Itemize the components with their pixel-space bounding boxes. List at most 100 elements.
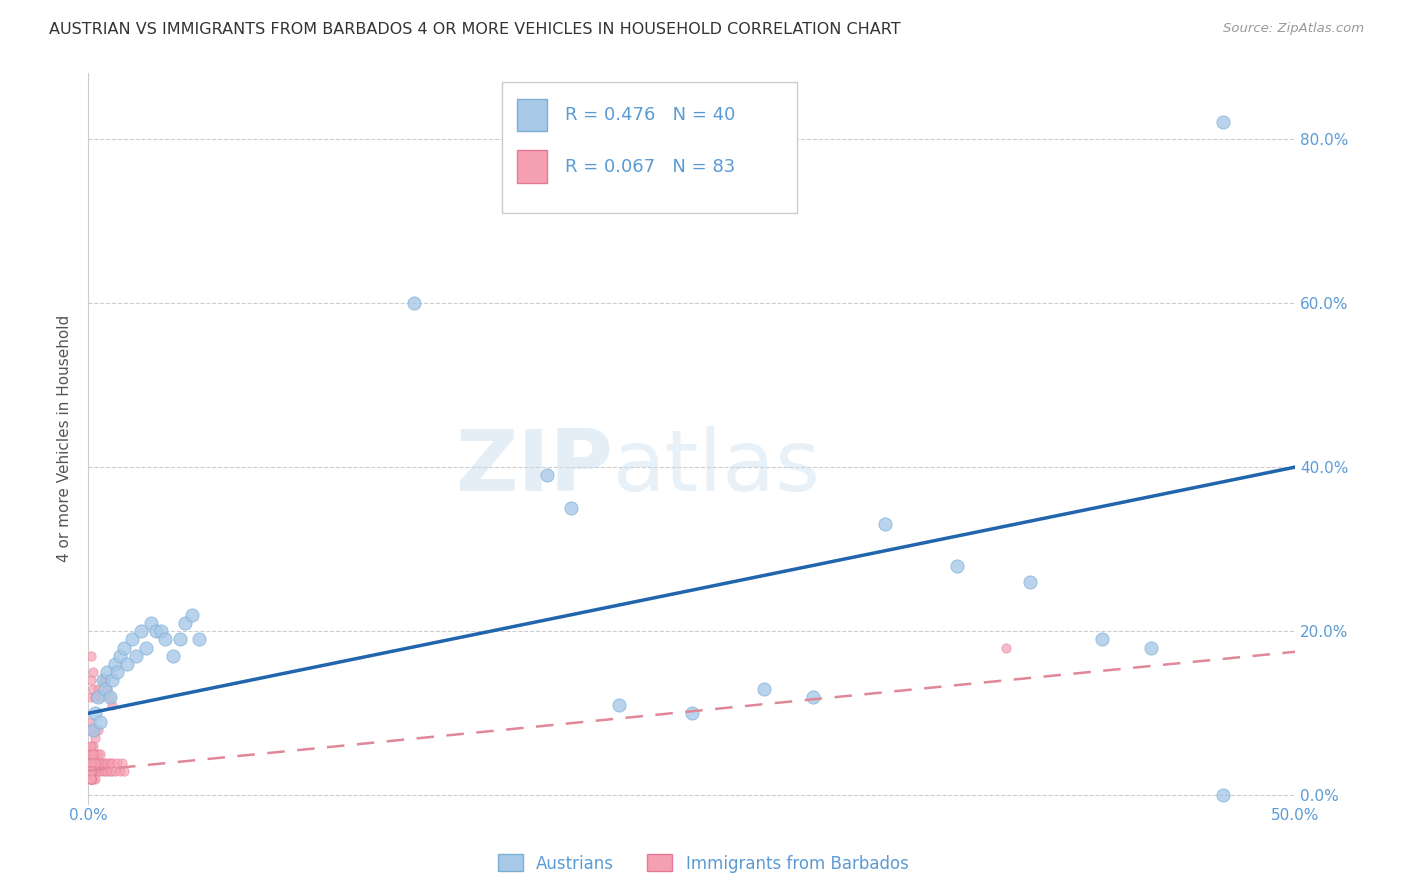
Point	[79, 772, 101, 786]
Point	[536, 468, 558, 483]
Point	[89, 714, 111, 729]
Point	[79, 772, 101, 786]
Text: AUSTRIAN VS IMMIGRANTS FROM BARBADOS 4 OR MORE VEHICLES IN HOUSEHOLD CORRELATION: AUSTRIAN VS IMMIGRANTS FROM BARBADOS 4 O…	[49, 22, 901, 37]
Point	[112, 640, 135, 655]
Point	[91, 764, 114, 778]
Point	[108, 764, 131, 778]
Point	[79, 764, 101, 778]
Point	[79, 756, 101, 770]
Point	[101, 764, 124, 778]
Point	[79, 747, 101, 762]
Point	[79, 764, 101, 778]
Point	[79, 714, 101, 729]
Point	[135, 640, 157, 655]
Text: Source: ZipAtlas.com: Source: ZipAtlas.com	[1223, 22, 1364, 36]
Point	[79, 772, 101, 786]
Point	[91, 673, 114, 688]
Point	[101, 756, 124, 770]
Point	[111, 756, 134, 770]
Point	[79, 772, 101, 786]
Point	[145, 624, 167, 639]
Point	[96, 756, 118, 770]
Point	[79, 747, 101, 762]
Point	[94, 764, 117, 778]
Point	[994, 640, 1017, 655]
Y-axis label: 4 or more Vehicles in Household: 4 or more Vehicles in Household	[58, 315, 72, 562]
Text: R = 0.067   N = 83: R = 0.067 N = 83	[565, 158, 735, 176]
Point	[98, 690, 121, 704]
Point	[79, 723, 101, 737]
Point	[79, 772, 101, 786]
Point	[96, 681, 118, 696]
Point	[79, 764, 101, 778]
Point	[79, 772, 101, 786]
Point	[84, 756, 107, 770]
Point	[82, 756, 104, 770]
Point	[1018, 574, 1040, 589]
Point	[1091, 632, 1114, 647]
Point	[105, 665, 128, 680]
Point	[560, 501, 582, 516]
Point	[79, 772, 101, 786]
Point	[404, 296, 426, 310]
Point	[79, 747, 101, 762]
Point	[98, 690, 121, 704]
Point	[121, 632, 143, 647]
Point	[79, 772, 101, 786]
Point	[79, 739, 101, 753]
Point	[79, 739, 101, 753]
Text: R = 0.476   N = 40: R = 0.476 N = 40	[565, 106, 735, 124]
Point	[79, 772, 101, 786]
Point	[82, 723, 104, 737]
Point	[946, 558, 969, 573]
Point	[1139, 640, 1161, 655]
Point	[89, 747, 111, 762]
Point	[84, 756, 107, 770]
FancyBboxPatch shape	[517, 98, 547, 131]
Point	[79, 772, 101, 786]
Point	[801, 690, 824, 704]
Point	[84, 747, 107, 762]
Point	[96, 764, 118, 778]
Point	[82, 681, 104, 696]
Point	[79, 673, 101, 688]
Point	[79, 772, 101, 786]
Point	[115, 657, 138, 671]
Point	[87, 681, 110, 696]
Point	[79, 772, 101, 786]
Point	[125, 648, 148, 663]
Point	[89, 764, 111, 778]
Point	[84, 772, 107, 786]
Point	[79, 764, 101, 778]
Point	[91, 756, 114, 770]
Point	[84, 706, 107, 721]
Point	[169, 632, 191, 647]
Point	[84, 731, 107, 745]
Point	[89, 756, 111, 770]
Point	[94, 681, 117, 696]
Point	[79, 723, 101, 737]
Text: ZIP: ZIP	[456, 426, 613, 509]
Point	[79, 764, 101, 778]
Point	[1212, 789, 1234, 803]
Point	[91, 673, 114, 688]
Point	[89, 690, 111, 704]
Point	[82, 764, 104, 778]
Point	[87, 756, 110, 770]
Point	[112, 764, 135, 778]
Point	[609, 698, 631, 712]
Point	[754, 681, 776, 696]
Point	[84, 764, 107, 778]
Point	[94, 756, 117, 770]
Point	[108, 648, 131, 663]
Point	[98, 756, 121, 770]
FancyBboxPatch shape	[502, 82, 797, 213]
Point	[84, 690, 107, 704]
Point	[96, 665, 118, 680]
Point	[1212, 115, 1234, 129]
Point	[79, 690, 101, 704]
Point	[87, 764, 110, 778]
Point	[873, 517, 896, 532]
Point	[105, 756, 128, 770]
Point	[101, 698, 124, 712]
